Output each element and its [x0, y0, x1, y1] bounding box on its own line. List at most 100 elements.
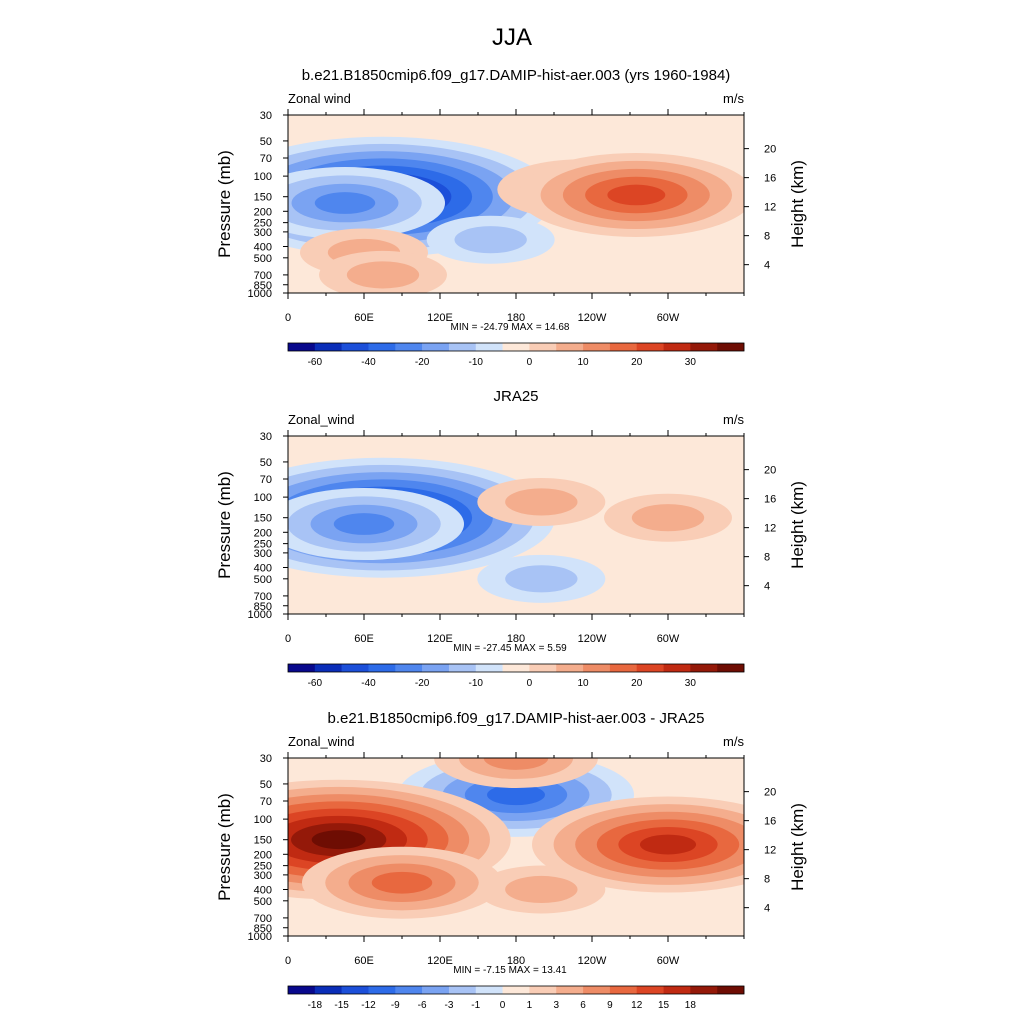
- panel-1: b.e21.B1850cmip6.f09_g17.DAMIP-hist-aer.…: [215, 67, 807, 368]
- colorbar-swatch: [609, 664, 638, 672]
- colorbar-label: 3: [553, 1000, 559, 1011]
- colorbar-swatch: [583, 343, 611, 351]
- colorbar-swatch: [395, 986, 423, 994]
- colorbar-label: 0: [527, 678, 533, 689]
- y-tick-label: 1000: [248, 609, 272, 621]
- x-tick-label: 0: [285, 955, 291, 967]
- colorbar-swatch: [368, 343, 396, 351]
- colorbar-label: 30: [685, 678, 697, 689]
- y-tick-label: 700: [254, 270, 272, 282]
- colorbar-swatch: [314, 343, 342, 351]
- min-max-stats: MIN = -24.79 MAX = 14.68: [451, 322, 570, 333]
- colorbar-label: 0: [500, 1000, 506, 1011]
- colorbar-swatch: [475, 986, 503, 994]
- y-tick-label: 250: [254, 218, 272, 230]
- y-tick-label: 400: [254, 562, 272, 574]
- colorbar-swatch: [314, 664, 342, 672]
- colorbar-swatch: [717, 986, 745, 994]
- colorbar-swatch: [529, 343, 557, 351]
- colorbar-swatch: [690, 986, 718, 994]
- panel-3: b.e21.B1850cmip6.f09_g17.DAMIP-hist-aer.…: [215, 710, 807, 1011]
- colorbar-swatch: [422, 986, 450, 994]
- panel-title: b.e21.B1850cmip6.f09_g17.DAMIP-hist-aer.…: [328, 710, 705, 727]
- x-tick-label: 120W: [578, 312, 607, 324]
- colorbar-label: 18: [685, 1000, 697, 1011]
- contour-blob-2-2: [505, 488, 578, 516]
- y-tick-label: 30: [260, 431, 272, 443]
- colorbar-label: -18: [308, 1000, 323, 1011]
- colorbar-swatch: [583, 664, 611, 672]
- colorbar-frame: [287, 985, 745, 995]
- y-tick-label: 300: [254, 870, 272, 882]
- colorbar-label: 20: [631, 678, 643, 689]
- colorbar-label: -40: [361, 357, 376, 368]
- colorbar-swatch: [288, 664, 316, 672]
- height-tick-label: 20: [764, 787, 776, 799]
- colorbar-label: -15: [334, 1000, 349, 1011]
- y-tick-label: 250: [254, 539, 272, 551]
- colorbar-label: -12: [361, 1000, 376, 1011]
- x-tick-label: 120E: [427, 312, 453, 324]
- contour-field: [288, 436, 744, 614]
- colorbar-swatch: [609, 343, 638, 351]
- colorbar-label: 30: [685, 357, 697, 368]
- y-tick-label: 850: [254, 280, 272, 292]
- y-axis-title: Pressure (mb): [215, 793, 234, 901]
- colorbar-swatch: [690, 343, 718, 351]
- colorbar-swatch: [475, 664, 503, 672]
- variable-label: Zonal_wind: [288, 734, 355, 749]
- colorbar-swatch: [556, 664, 584, 672]
- colorbar-label: -60: [308, 357, 323, 368]
- panel-title: b.e21.B1850cmip6.f09_g17.DAMIP-hist-aer.…: [302, 67, 731, 84]
- variable-label: Zonal wind: [288, 91, 351, 106]
- colorbar-swatch: [663, 986, 691, 994]
- height-tick-label: 8: [764, 552, 770, 564]
- colorbar-label: 6: [580, 1000, 586, 1011]
- panel-title: JRA25: [493, 388, 538, 405]
- x-tick-label: 180: [507, 633, 525, 645]
- colorbar-label: -6: [418, 1000, 427, 1011]
- colorbar-swatch: [288, 343, 316, 351]
- height-tick-label: 16: [764, 816, 776, 828]
- colorbar-swatch: [636, 343, 664, 351]
- x-tick-label: 0: [285, 633, 291, 645]
- y-tick-label: 30: [260, 110, 272, 122]
- x-tick-label: 60W: [657, 633, 680, 645]
- contour-blob-3-2: [631, 504, 705, 532]
- colorbar-label: 15: [658, 1000, 670, 1011]
- x-tick-label: 120W: [578, 633, 607, 645]
- y-tick-label: 250: [254, 861, 272, 873]
- y-tick-label: 150: [254, 835, 272, 847]
- colorbar-swatch: [583, 986, 611, 994]
- colorbar-label: -60: [308, 678, 323, 689]
- x-tick-label: 0: [285, 312, 291, 324]
- height-tick-label: 4: [764, 260, 770, 272]
- units-label: m/s: [723, 91, 744, 106]
- colorbar-swatch: [314, 986, 342, 994]
- colorbar-swatch: [422, 343, 450, 351]
- y-tick-label: 200: [254, 849, 272, 861]
- y-axis-title: Pressure (mb): [215, 471, 234, 579]
- y-axis-title-right: Height (km): [788, 803, 807, 891]
- colorbar-swatch: [717, 343, 745, 351]
- colorbar-swatch: [529, 664, 557, 672]
- contour-blob-3-4: [371, 871, 433, 894]
- colorbar-swatch: [368, 664, 396, 672]
- y-axis-title-right: Height (km): [788, 160, 807, 248]
- colorbar-label: 20: [631, 357, 643, 368]
- colorbar-swatch: [422, 664, 450, 672]
- colorbar-label: -20: [415, 357, 430, 368]
- y-tick-label: 100: [254, 814, 272, 826]
- x-tick-label: 180: [507, 312, 525, 324]
- page-title: JJA: [492, 24, 532, 51]
- height-tick-label: 20: [764, 465, 776, 477]
- y-tick-label: 500: [254, 253, 272, 265]
- colorbar-swatch: [475, 343, 503, 351]
- colorbar-swatch: [663, 343, 691, 351]
- min-max-stats: MIN = -27.45 MAX = 5.59: [453, 643, 567, 654]
- y-tick-label: 300: [254, 548, 272, 560]
- colorbar-swatch: [368, 986, 396, 994]
- colorbar-swatch: [502, 343, 530, 351]
- y-tick-label: 150: [254, 192, 272, 204]
- colorbar-swatch: [636, 664, 664, 672]
